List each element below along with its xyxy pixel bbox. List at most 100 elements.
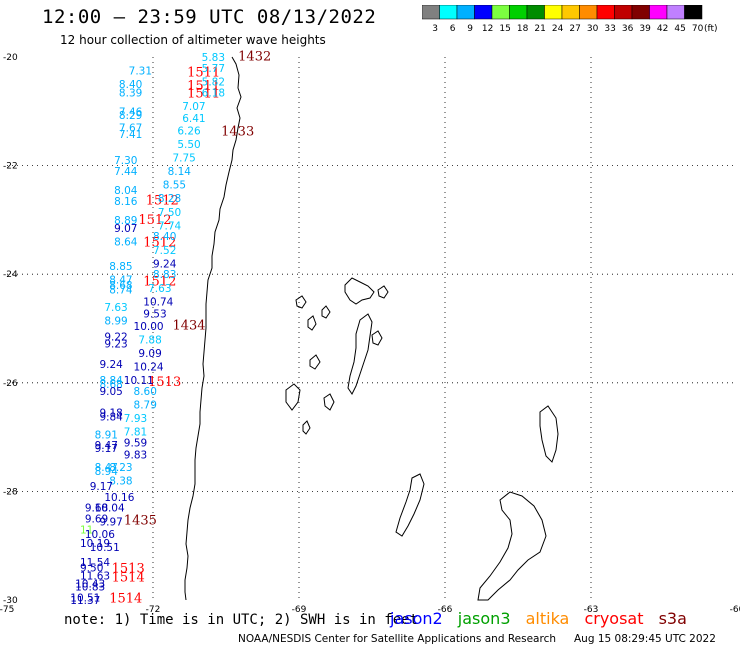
wave-height-label: 8.04 (114, 185, 138, 197)
wave-height-label: 6.26 (177, 125, 201, 137)
wave-height-label: 8.83 (153, 269, 176, 281)
island-shape (285, 383, 301, 411)
wave-height-label: 6.41 (182, 113, 205, 125)
wave-height-label: 9.07 (114, 223, 137, 235)
color-scale-legend: 3 6 9 12 15 18 21 24 27 30 33 36 39 42 45 70 (ft) (422, 5, 718, 33)
pass-time-label: 1513 (148, 375, 181, 390)
pass-time-label: 1512 (138, 213, 171, 228)
satellite-legend: jason2 jason3 altika cryosat s3a (390, 609, 697, 628)
scale-tick-label: 21 (534, 24, 545, 33)
island-shape (295, 295, 307, 309)
lat-tick-label: -28 (3, 487, 18, 497)
wave-height-label: 7.81 (124, 427, 147, 439)
wave-height-label: 10.51 (90, 542, 120, 554)
wave-height-label: 9.83 (124, 449, 147, 461)
scale-tick-label: 24 (552, 24, 564, 33)
credit-timestamp: Aug 15 08:29:45 UTC 2022 (574, 633, 716, 645)
wave-height-label: 8.47 (95, 462, 118, 474)
scale-tick-label: 6 (450, 24, 456, 33)
wave-height-label: 8.47 (109, 275, 132, 287)
lat-tick-label: -22 (3, 162, 18, 172)
wave-height-label: 5.77 (202, 63, 225, 75)
wave-height-label: 7.75 (172, 152, 195, 164)
scale-tick-label: 45 (674, 24, 685, 33)
pass-time-label: 1511 (187, 66, 220, 81)
scale-tick-label: 3 (432, 24, 438, 33)
wave-height-label: 8.16 (114, 196, 138, 208)
island-shape (321, 305, 331, 319)
island-shape (344, 277, 375, 305)
island-shape (377, 285, 389, 299)
wave-height-label: 9.05 (99, 386, 122, 398)
scale-tick-label: 9 (467, 24, 473, 33)
satellite-jason2: jason2 (390, 609, 443, 628)
wave-height-label: 9.17 (90, 481, 113, 493)
wave-height-label: 8.60 (134, 386, 157, 398)
wave-height-label: 8.29 (119, 110, 142, 122)
satellite-s3a: s3a (658, 609, 687, 628)
scale-tick-label: 42 (657, 24, 668, 33)
map-title: 12:00 – 23:59 UTC 08/13/2022 (42, 6, 377, 28)
wave-height-label: 9.23 (104, 339, 127, 351)
scale-tick-label: 39 (639, 24, 651, 33)
wave-height-label: 8.79 (134, 400, 157, 412)
pass-time-label: 1435 (124, 514, 157, 529)
wave-height-label: 8.40 (153, 231, 176, 243)
map-subtitle: 12 hour collection of altimeter wave hei… (60, 33, 326, 47)
pass-time-label: 1513 (112, 561, 145, 576)
wave-height-label: 8.14 (168, 166, 192, 178)
wave-height-label: 8.68 (109, 280, 132, 292)
wave-height-label: 10.24 (134, 362, 164, 374)
island-shape (347, 313, 373, 395)
south-america-coastline (184, 56, 242, 601)
wave-height-label: 10.83 (75, 581, 105, 593)
scale-tick-label: 30 (587, 24, 599, 33)
wave-height-label: 11.54 (80, 557, 110, 569)
wave-height-label: 8.85 (109, 261, 132, 273)
wave-height-label: 8.91 (95, 429, 118, 441)
wave-height-label: 8.68 (99, 379, 122, 391)
scale-tick-label: 15 (499, 24, 510, 33)
wave-height-label: 5.82 (202, 76, 225, 88)
scale-tick-label: 12 (482, 24, 493, 33)
wave-height-points: 5.835.777.315.828.408.39 6.187.077.468.29… (70, 52, 225, 607)
wave-height-label: 9.22 (104, 332, 127, 344)
coastline (184, 56, 559, 601)
island-shape (539, 405, 559, 463)
wave-height-label: 9.47 (95, 440, 118, 452)
wave-height-label: 6.18 (202, 87, 225, 99)
wave-height-label: 9.17 (95, 443, 118, 455)
wave-height-label: 9.50 (80, 562, 103, 574)
wave-height-label: 8.40 (119, 79, 142, 91)
credit-org: NOAA/NESDIS Center for Satellite Applica… (238, 633, 556, 645)
island-shape (309, 354, 321, 370)
pass-time-label: 1433 (221, 124, 254, 139)
wave-height-label: 9.24 (153, 258, 177, 270)
island-shape (302, 420, 311, 435)
wave-height-label: 8.38 (109, 476, 132, 488)
lon-tick-label: -72 (146, 605, 161, 615)
wave-height-label: 7.93 (124, 413, 147, 425)
scale-tick-label: 70 (692, 24, 704, 33)
wave-height-label: 8.84 (99, 375, 123, 387)
wave-height-label: 9.69 (85, 514, 108, 526)
wave-height-label: 7.07 (182, 101, 205, 113)
island-shape (323, 393, 335, 411)
wave-height-label: 7.50 (158, 207, 181, 219)
lat-tick-label: -30 (3, 596, 18, 606)
scale-unit: (ft) (704, 24, 718, 33)
wave-height-label: 8.39 (119, 87, 142, 99)
wave-height-label: 11.63 (80, 571, 110, 583)
pass-time-label: 1432 (238, 49, 271, 64)
scale-swatch (684, 5, 703, 20)
wave-height-label: 8.23 (109, 462, 132, 474)
island-shape (371, 330, 383, 346)
pass-time-label: 1512 (143, 236, 176, 251)
satellite-jason3: jason3 (457, 609, 511, 628)
wave-height-label: 5.50 (177, 139, 200, 151)
scale-tick-label: 36 (622, 24, 634, 33)
wave-height-label: 9.24 (99, 359, 123, 371)
wave-height-label: 8.99 (104, 315, 127, 327)
pass-time-label: 1434 (172, 319, 205, 334)
